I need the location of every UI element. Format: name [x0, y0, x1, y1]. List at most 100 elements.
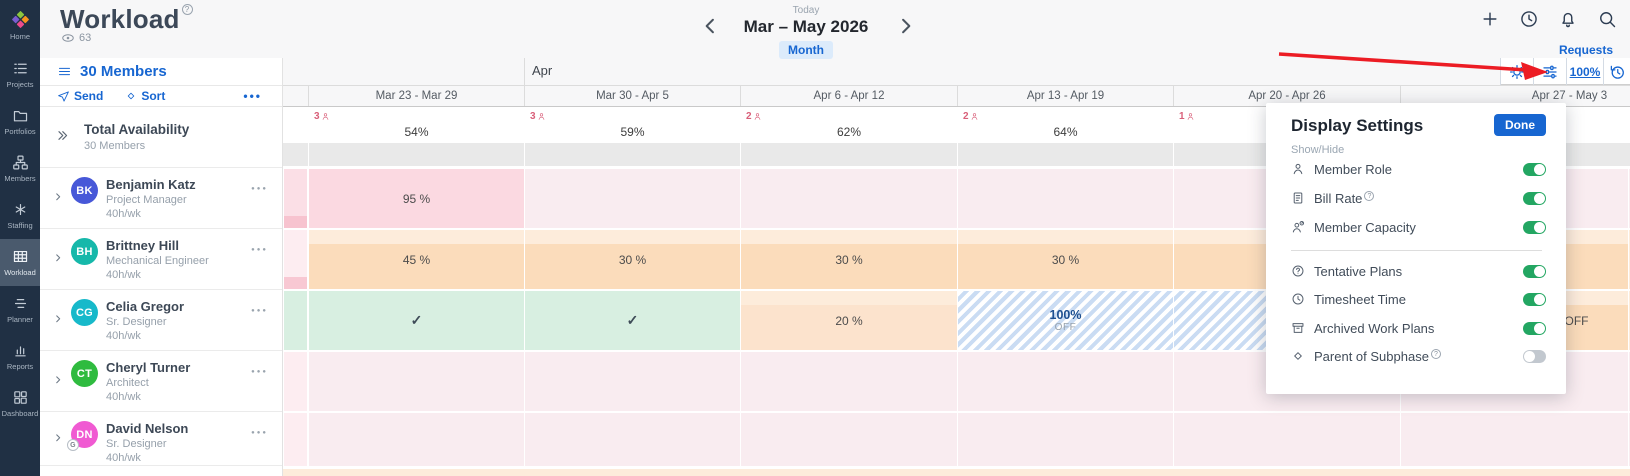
allocation-cell[interactable]: ✓ — [309, 291, 524, 350]
week-header-6: Apr 27 - May 3 — [1400, 85, 1628, 106]
allocation-cell[interactable]: 45 % — [309, 230, 524, 289]
toggle-on[interactable] — [1523, 162, 1546, 176]
allocation-sliver[interactable] — [284, 413, 307, 466]
chevron-right-icon[interactable] — [53, 192, 63, 202]
settings-gear-button[interactable] — [1500, 58, 1533, 85]
view-toolbar: 100% — [1500, 58, 1630, 85]
member-row[interactable]: CT Cheryl Turner Architect 40h/wk ●●● — [40, 351, 282, 412]
sidebar-item-reports[interactable]: Reports — [0, 333, 40, 380]
allocation-cell[interactable] — [958, 169, 1173, 228]
total-availability-cell[interactable]: 2 62% — [741, 108, 957, 143]
allocation-cell[interactable]: 95 % — [309, 169, 524, 228]
toggle-on[interactable] — [1523, 292, 1546, 306]
avatar[interactable]: BK — [71, 177, 98, 204]
member-menu-button[interactable]: ●●● — [251, 308, 268, 314]
member-menu-button[interactable]: ●●● — [251, 186, 268, 192]
chevron-right-icon[interactable] — [53, 253, 63, 263]
total-availability-cell[interactable]: 2 64% — [958, 108, 1173, 143]
allocation-label: 30 % — [618, 252, 647, 267]
allocation-cell[interactable] — [958, 352, 1173, 411]
toggle-on[interactable] — [1523, 191, 1546, 205]
members-count-label: 30 Members — [80, 63, 167, 80]
member-menu-button[interactable]: ●●● — [251, 247, 268, 253]
sidebar-item-portfolios[interactable]: Portfolios — [0, 98, 40, 145]
next-period-button[interactable] — [896, 16, 916, 36]
members-toolbar: Send Sort ••• — [40, 86, 282, 107]
sort-button[interactable]: Sort — [125, 89, 165, 103]
allocation-cell[interactable] — [1401, 413, 1628, 466]
sidebar-item-dashboard[interactable]: Dashboard — [0, 380, 40, 427]
sidebar-item-planner[interactable]: Planner — [0, 286, 40, 333]
member-row[interactable]: DN G David Nelson Sr. Designer 40h/wk ●●● — [40, 412, 282, 466]
search-icon[interactable] — [1597, 9, 1617, 29]
display-settings-button[interactable] — [1533, 58, 1566, 85]
member-row[interactable]: BK Benjamin Katz Project Manager 40h/wk ●●● — [40, 168, 282, 229]
total-availability-row[interactable]: Total Availability 30 Members — [40, 107, 282, 168]
allocation-cell[interactable] — [525, 352, 740, 411]
sidebar-item-members[interactable]: Members — [0, 145, 40, 192]
done-button[interactable]: Done — [1494, 114, 1546, 136]
member-menu-button[interactable]: ●●● — [251, 430, 268, 436]
allocation-cell[interactable] — [309, 352, 524, 411]
help-icon[interactable]: ? — [181, 4, 193, 15]
allocation-cell[interactable]: ✓ — [525, 291, 740, 350]
toggle-on[interactable] — [1523, 264, 1546, 278]
toggle-on[interactable] — [1523, 321, 1546, 335]
allocation-cell[interactable]: 30 % — [958, 230, 1173, 289]
avatar[interactable]: DN G — [67, 421, 98, 451]
history-button[interactable] — [1603, 58, 1630, 85]
allocation-cell[interactable] — [741, 413, 957, 466]
sidebar-item-projects[interactable]: Projects — [0, 51, 40, 98]
chevron-right-icon[interactable] — [53, 314, 63, 324]
allocation-cell[interactable] — [741, 169, 957, 228]
allocation-cell[interactable] — [525, 169, 740, 228]
allocation-cell[interactable] — [309, 413, 524, 466]
week-header-label: Apr 13 - Apr 19 — [1026, 89, 1105, 102]
chevron-right-icon[interactable] — [53, 375, 63, 385]
sidebar-item-label: Projects — [6, 80, 34, 89]
allocation-cell[interactable]: 30 % — [525, 230, 740, 289]
allocation-cell[interactable] — [958, 413, 1173, 466]
send-button[interactable]: Send — [57, 89, 103, 103]
sidebar-item-staffing[interactable]: Staffing — [0, 192, 40, 239]
avatar[interactable]: BH — [71, 238, 98, 265]
avatar[interactable]: CT — [71, 360, 98, 387]
member-row[interactable]: BH Brittney Hill Mechanical Engineer 40h/wk… — [40, 229, 282, 290]
sidebar-item-home[interactable]: Home — [0, 0, 40, 51]
add-icon[interactable] — [1480, 9, 1500, 29]
allocation-cell[interactable]: 100% OFF — [958, 291, 1173, 350]
person-icon — [321, 112, 330, 121]
total-availability-cell[interactable]: 3 54% — [309, 108, 524, 143]
allocation-cell[interactable] — [1174, 413, 1400, 466]
toggle-off[interactable] — [1523, 349, 1546, 363]
availability-percent: 62% — [836, 125, 862, 139]
chevron-right-icon[interactable] — [53, 432, 63, 442]
sidebar-item-workload[interactable]: Workload — [0, 239, 40, 286]
allocation-label: 100% — [1049, 308, 1082, 322]
allocation-cell[interactable] — [525, 413, 740, 466]
allocation-cell[interactable]: 20 % — [741, 291, 957, 350]
allocation-cell[interactable]: 30 % — [741, 230, 957, 289]
zoom-level-button[interactable]: 100% — [1566, 58, 1603, 85]
allocation-sliver[interactable] — [284, 291, 307, 350]
expand-all-icon[interactable] — [56, 129, 69, 142]
zoom-mode-badge[interactable]: Month — [779, 41, 833, 59]
members-menu-button[interactable]: ••• — [243, 89, 262, 103]
members-list-header[interactable]: 30 Members — [40, 58, 282, 86]
requests-link[interactable]: Requests — [1558, 43, 1613, 57]
allocation-sliver[interactable] — [284, 352, 307, 411]
prev-period-button[interactable] — [700, 16, 720, 36]
clock-icon[interactable] — [1519, 9, 1539, 29]
allocation-sliver[interactable] — [284, 169, 307, 228]
member-name: Brittney Hill — [106, 238, 179, 253]
total-availability-cell[interactable]: 3 59% — [525, 108, 740, 143]
member-menu-button[interactable]: ●●● — [251, 369, 268, 375]
allocation-cell[interactable] — [741, 352, 957, 411]
today-label[interactable]: Today — [792, 5, 820, 16]
allocation-sliver[interactable] — [284, 230, 307, 289]
avatar[interactable]: CG — [71, 299, 98, 326]
toggle-on[interactable] — [1523, 220, 1546, 234]
member-row[interactable]: CG Celia Gregor Sr. Designer 40h/wk ●●● — [40, 290, 282, 351]
bell-icon[interactable] — [1558, 9, 1578, 29]
sidebar-item-label: Home — [9, 32, 30, 41]
